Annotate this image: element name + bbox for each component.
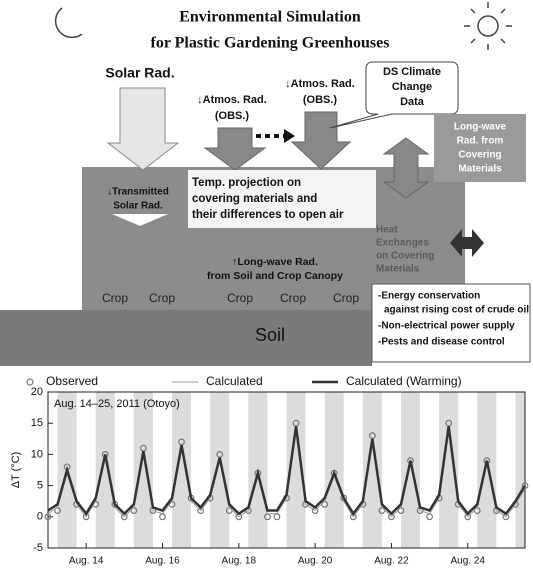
annotation: Aug. 14–25, 2011 (Otoyo) — [54, 398, 180, 410]
x-tick-label: Aug. 24 — [451, 556, 486, 567]
figure: Environmental Simulation for Plastic Gar… — [0, 0, 533, 570]
label: (OBS.) — [215, 110, 250, 122]
y-axis-label: ΔT (°C) — [10, 452, 22, 489]
label: ↓Atmos. Rad. — [285, 78, 355, 90]
legend-label: Calculated (Warming) — [346, 374, 462, 388]
y-tick-label: 10 — [31, 448, 43, 460]
soil-label: Soil — [255, 325, 285, 345]
observed-point — [274, 514, 280, 520]
sun-icon — [464, 2, 512, 50]
crop-label: Crop — [227, 291, 253, 305]
label: Covering — [458, 150, 501, 161]
observed-point — [160, 514, 166, 520]
crop-label: Crop — [333, 291, 359, 305]
y-tick-label: 20 — [31, 386, 43, 398]
title-line: Environmental Simulation — [179, 9, 361, 26]
day-band — [134, 392, 153, 548]
y-tick-label: 15 — [31, 417, 43, 429]
x-tick-label: Aug. 16 — [145, 556, 180, 567]
day-band — [401, 392, 420, 548]
day-band — [515, 392, 525, 548]
x-tick-label: Aug. 22 — [374, 556, 409, 567]
label: Data — [400, 96, 425, 108]
crop-label: Crop — [280, 291, 306, 305]
label: Exchanges — [376, 238, 429, 249]
crop-label: Crop — [149, 291, 175, 305]
label: Heat — [376, 225, 398, 236]
label: on Covering — [376, 251, 434, 262]
label: DS Climate — [383, 66, 441, 78]
label: (OBS.) — [303, 94, 338, 106]
title-line: for Plastic Gardening Greenhouses — [151, 35, 390, 52]
day-band — [477, 392, 496, 548]
x-tick-label: Aug. 20 — [298, 556, 333, 567]
y-tick-label: 5 — [37, 480, 43, 492]
label: from Soil and Crop Canopy — [207, 270, 343, 282]
legend-label: Calculated — [206, 374, 263, 388]
day-band — [96, 392, 115, 548]
label: Long-wave — [454, 122, 507, 133]
y-tick-label: -5 — [33, 542, 43, 554]
solar-arrow — [108, 88, 178, 170]
label: covering materials and — [192, 193, 317, 205]
label: Materials — [458, 164, 502, 175]
label: their differences to open air — [192, 209, 344, 221]
label: ↑Long-wave Rad. — [232, 256, 318, 268]
label: Solar Rad. — [113, 201, 163, 212]
chart: -5 0 5 10 15 20 Aug. 14 Aug. 16 Aug. 18 Aug. 20 Au… — [10, 374, 528, 566]
arrow-head — [284, 129, 295, 143]
label: ↓Atmos. Rad. — [197, 94, 267, 106]
x-tick-label: Aug. 18 — [222, 556, 257, 567]
note: -Non-electrical power supply — [378, 321, 515, 332]
label: Change — [392, 81, 432, 93]
label: Rad. from — [457, 136, 504, 147]
legend-icon — [27, 379, 33, 385]
note: -Pests and disease control — [378, 337, 505, 348]
label: Materials — [376, 264, 420, 275]
x-tick-label: Aug. 14 — [69, 556, 104, 567]
page: Environmental Simulation for Plastic Gar… — [0, 0, 533, 570]
crop-label: Crop — [102, 291, 128, 305]
label: ↓Transmitted — [107, 187, 169, 198]
legend-label: Observed — [46, 374, 98, 388]
moon-icon — [56, 8, 82, 37]
label: Temp. projection on — [192, 177, 301, 189]
soil — [0, 310, 372, 366]
day-band — [363, 392, 382, 548]
label: Solar Rad. — [105, 65, 174, 81]
y-tick-label: 0 — [37, 511, 43, 523]
note: -Energy conservation — [378, 291, 480, 302]
observed-point — [427, 514, 433, 520]
atmos-arrow — [292, 112, 350, 169]
day-band — [210, 392, 229, 548]
note: against rising cost of crude oil — [384, 305, 529, 316]
day-band — [172, 392, 191, 548]
